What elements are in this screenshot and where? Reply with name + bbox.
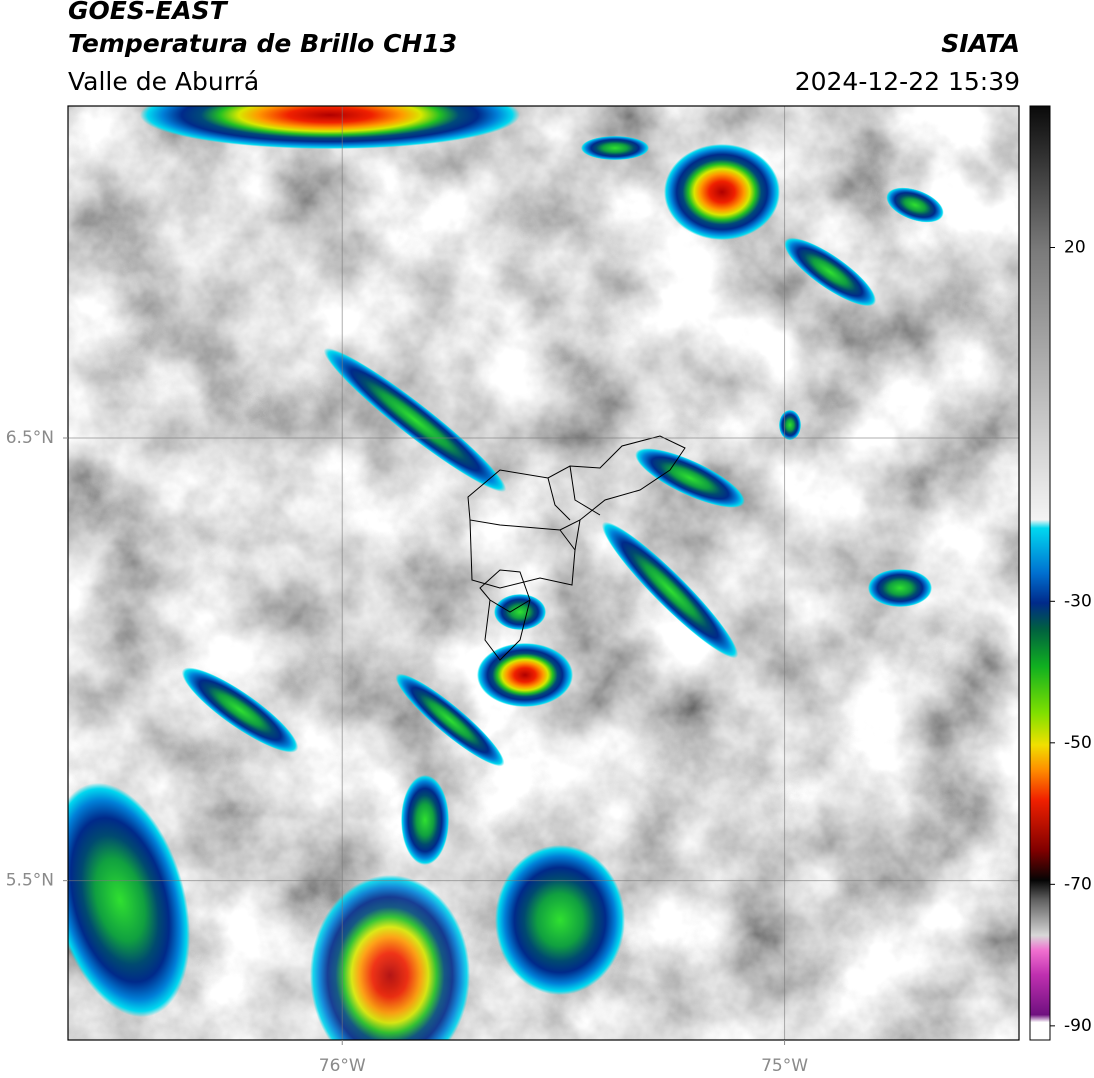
satellite-title: GOES-EAST (68, 0, 229, 25)
datetime-label: 2024-12-22 15:39 (795, 67, 1020, 96)
cloud-cell (495, 845, 625, 995)
cloud-cell (601, 521, 739, 659)
boundary (467, 435, 686, 531)
cloud-cell (664, 144, 780, 240)
boundary (479, 569, 531, 661)
cloud-cell (323, 348, 507, 492)
y-tick-label: 6.5°N (6, 428, 54, 448)
map-grid (68, 106, 1019, 1040)
cloud-cell (140, 106, 520, 149)
colorbar-tick-label: -50 (1064, 733, 1092, 753)
cloud-cell (779, 410, 801, 440)
colorbar-tick-label: 20 (1064, 238, 1086, 258)
product-title: Temperatura de Brillo CH13 (68, 29, 457, 58)
cloud-cell (68, 782, 191, 1018)
municipal-boundaries (467, 435, 686, 661)
colorbar-tick-label: -90 (1064, 1016, 1092, 1036)
cloud-cell (784, 237, 876, 307)
cloud-cell (395, 673, 505, 767)
cloud-cell (477, 643, 573, 707)
cloud-cell (181, 667, 299, 753)
colorbar (1029, 105, 1051, 1041)
x-tick-label: 75°W (761, 1056, 808, 1076)
cloud-cell (635, 448, 745, 508)
y-tick-label: 5.5°N (6, 871, 54, 891)
cloud-cells (68, 106, 944, 1040)
x-tick-label: 76°W (319, 1056, 366, 1076)
region-label: Valle de Aburrá (68, 67, 259, 96)
cloud-cell (581, 136, 649, 160)
boundary (547, 465, 601, 551)
cloud-cell (868, 569, 932, 607)
map-imagery (68, 106, 1019, 1040)
cloud-cell (310, 875, 470, 1040)
source-label: SIATA (941, 29, 1020, 58)
cloud-cell (494, 594, 546, 630)
colorbar-tick-label: -30 (1064, 591, 1092, 611)
cloud-cell (401, 775, 449, 865)
colorbar-tick-label: -70 (1064, 874, 1092, 894)
map-frame (67, 105, 1020, 1041)
cloud-cell (886, 187, 944, 223)
